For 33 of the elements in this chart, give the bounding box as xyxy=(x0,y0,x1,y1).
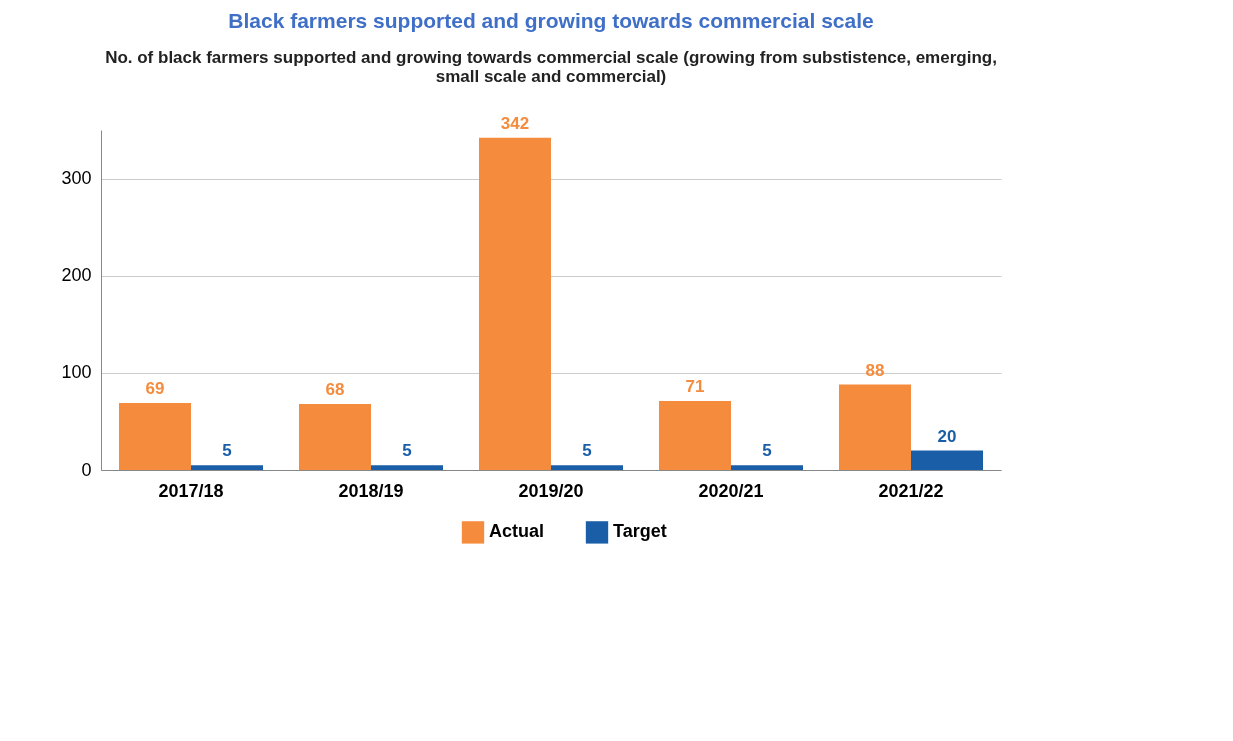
bar xyxy=(479,137,551,470)
bar xyxy=(839,384,911,470)
x-tick-label: 2017/18 xyxy=(158,480,224,501)
data-label: 342 xyxy=(500,113,530,133)
data-label: 5 xyxy=(222,441,232,461)
data-label: 5 xyxy=(402,441,412,461)
bar xyxy=(191,465,263,470)
data-label: 5 xyxy=(762,441,772,461)
chart-subtitle: No. of black farmers supported and growing towards commercial scale (growing from substistence, emerging, small scale and commercial) xyxy=(105,47,997,86)
bar xyxy=(119,402,191,470)
bar xyxy=(911,450,983,470)
bar xyxy=(731,465,803,470)
bar xyxy=(371,465,443,470)
chart-title: Black farmers supported and growing towards commercial scale xyxy=(228,8,874,32)
bar xyxy=(659,401,731,470)
data-label: 71 xyxy=(685,377,705,397)
x-tick-label: 2020/21 xyxy=(698,480,764,501)
data-label: 88 xyxy=(865,360,885,380)
data-label: 5 xyxy=(582,441,592,461)
y-tick-label: 100 xyxy=(61,362,92,383)
x-tick-label: 2021/22 xyxy=(878,480,944,501)
y-tick-label: 300 xyxy=(61,168,92,189)
y-tick-label: 200 xyxy=(61,265,92,286)
bar xyxy=(551,465,623,470)
x-tick-label: 2018/19 xyxy=(338,480,404,501)
data-label: 68 xyxy=(325,379,345,399)
x-tick-label: 2019/20 xyxy=(518,480,584,501)
legend-label: Actual xyxy=(489,521,545,542)
bar xyxy=(299,403,371,470)
data-label: 69 xyxy=(145,378,165,398)
legend-label: Target xyxy=(613,521,667,542)
data-label: 20 xyxy=(937,426,957,446)
y-tick-label: 0 xyxy=(81,459,92,480)
